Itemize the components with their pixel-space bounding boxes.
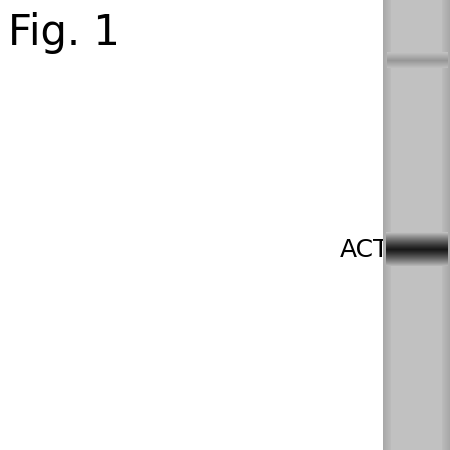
Text: ACT: ACT [340,238,389,262]
Text: Fig. 1: Fig. 1 [8,12,120,54]
